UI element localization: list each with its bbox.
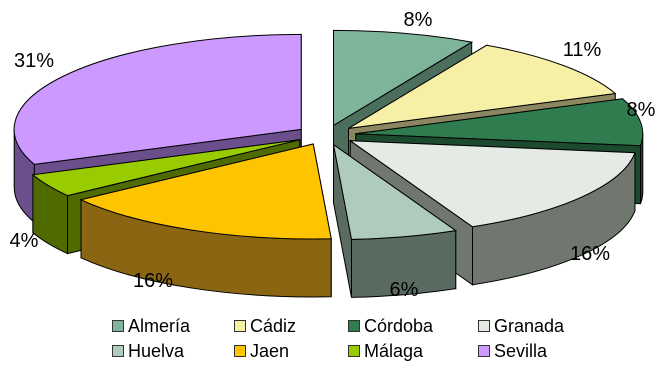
legend-label: Huelva	[128, 341, 185, 361]
data-label-granada: 16%	[570, 243, 610, 265]
pie-slice-almeria	[333, 29, 474, 127]
legend: Almería Cádiz Córdoba Granada Huelva Jaen Mála…	[112, 316, 612, 361]
legend-item-malaga: Málaga	[348, 341, 478, 361]
data-label-cadiz: 11%	[563, 39, 602, 61]
legend-label: Málaga	[364, 341, 424, 361]
data-label-sevilla: 31%	[14, 50, 54, 72]
data-label-huelva: 6%	[390, 279, 419, 301]
legend-swatch	[348, 345, 360, 357]
pie-slice-jaen	[79, 143, 332, 240]
slice-labels: 8% 11% 8% 16% 6% 16% 4% 31%	[10, 9, 656, 301]
legend-swatch	[112, 345, 124, 357]
legend-label: Cádiz	[250, 316, 297, 336]
legend-label: Almería	[128, 316, 191, 336]
data-label-cordoba: 8%	[627, 99, 656, 121]
legend-label: Sevilla	[494, 341, 548, 361]
legend-item-cadiz: Cádiz	[234, 316, 348, 336]
legend-swatch	[112, 320, 124, 332]
pie-slice-cordoba	[355, 98, 644, 147]
legend-swatch	[478, 320, 490, 332]
legend-item-granada: Granada	[478, 316, 598, 336]
legend-label: Jaen	[250, 341, 290, 361]
legend-swatch	[478, 345, 490, 357]
data-label-malaga: 4%	[10, 230, 39, 252]
legend-item-almeria: Almería	[112, 316, 234, 336]
pie-slice-malaga	[31, 139, 300, 197]
legend-swatch	[234, 345, 246, 357]
pie-slice-cadiz	[348, 44, 617, 129]
legend-label: Córdoba	[364, 316, 434, 336]
pie-slice-sevilla	[13, 33, 302, 165]
slice-tops	[13, 29, 644, 240]
legend-item-jaen: Jaen	[234, 341, 348, 361]
legend-swatch	[234, 320, 246, 332]
data-label-almeria: 8%	[404, 9, 433, 31]
pie-slice-huelva	[332, 143, 458, 240]
pie-slice-granada	[348, 140, 636, 228]
data-label-jaen: 16%	[133, 270, 173, 292]
legend-item-huelva: Huelva	[112, 341, 234, 361]
legend-item-sevilla: Sevilla	[478, 341, 598, 361]
legend-label: Granada	[494, 316, 565, 336]
legend-swatch	[348, 320, 360, 332]
legend-item-cordoba: Córdoba	[348, 316, 478, 336]
